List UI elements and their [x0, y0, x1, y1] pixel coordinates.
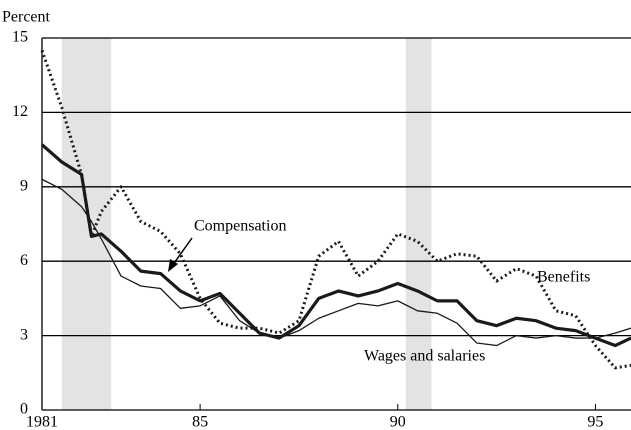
recession-band [61, 38, 112, 410]
y-tick-label: 6 [20, 252, 28, 269]
recession-band [405, 38, 432, 410]
y-tick-label: 3 [20, 326, 28, 343]
x-tick-label: 95 [587, 414, 603, 430]
x-tick-label: 85 [192, 414, 208, 430]
annotation-arrow [171, 237, 193, 267]
series-label: Benefits [537, 269, 590, 286]
y-tick-label: 0 [20, 401, 28, 418]
arrow-head [168, 259, 178, 272]
x-tick-label: 1981 [26, 414, 58, 430]
series-label: Compensation [194, 218, 286, 235]
y-axis-label: Percent [2, 9, 51, 26]
y-tick-label: 12 [12, 103, 28, 120]
y-tick-label: 9 [20, 177, 28, 194]
series-label: Wages and salaries [364, 348, 485, 365]
series-line [40, 143, 631, 348]
series-line [40, 49, 631, 370]
y-tick-label: 15 [12, 29, 28, 46]
series-line [41, 178, 631, 347]
x-tick-label: 90 [390, 414, 406, 430]
